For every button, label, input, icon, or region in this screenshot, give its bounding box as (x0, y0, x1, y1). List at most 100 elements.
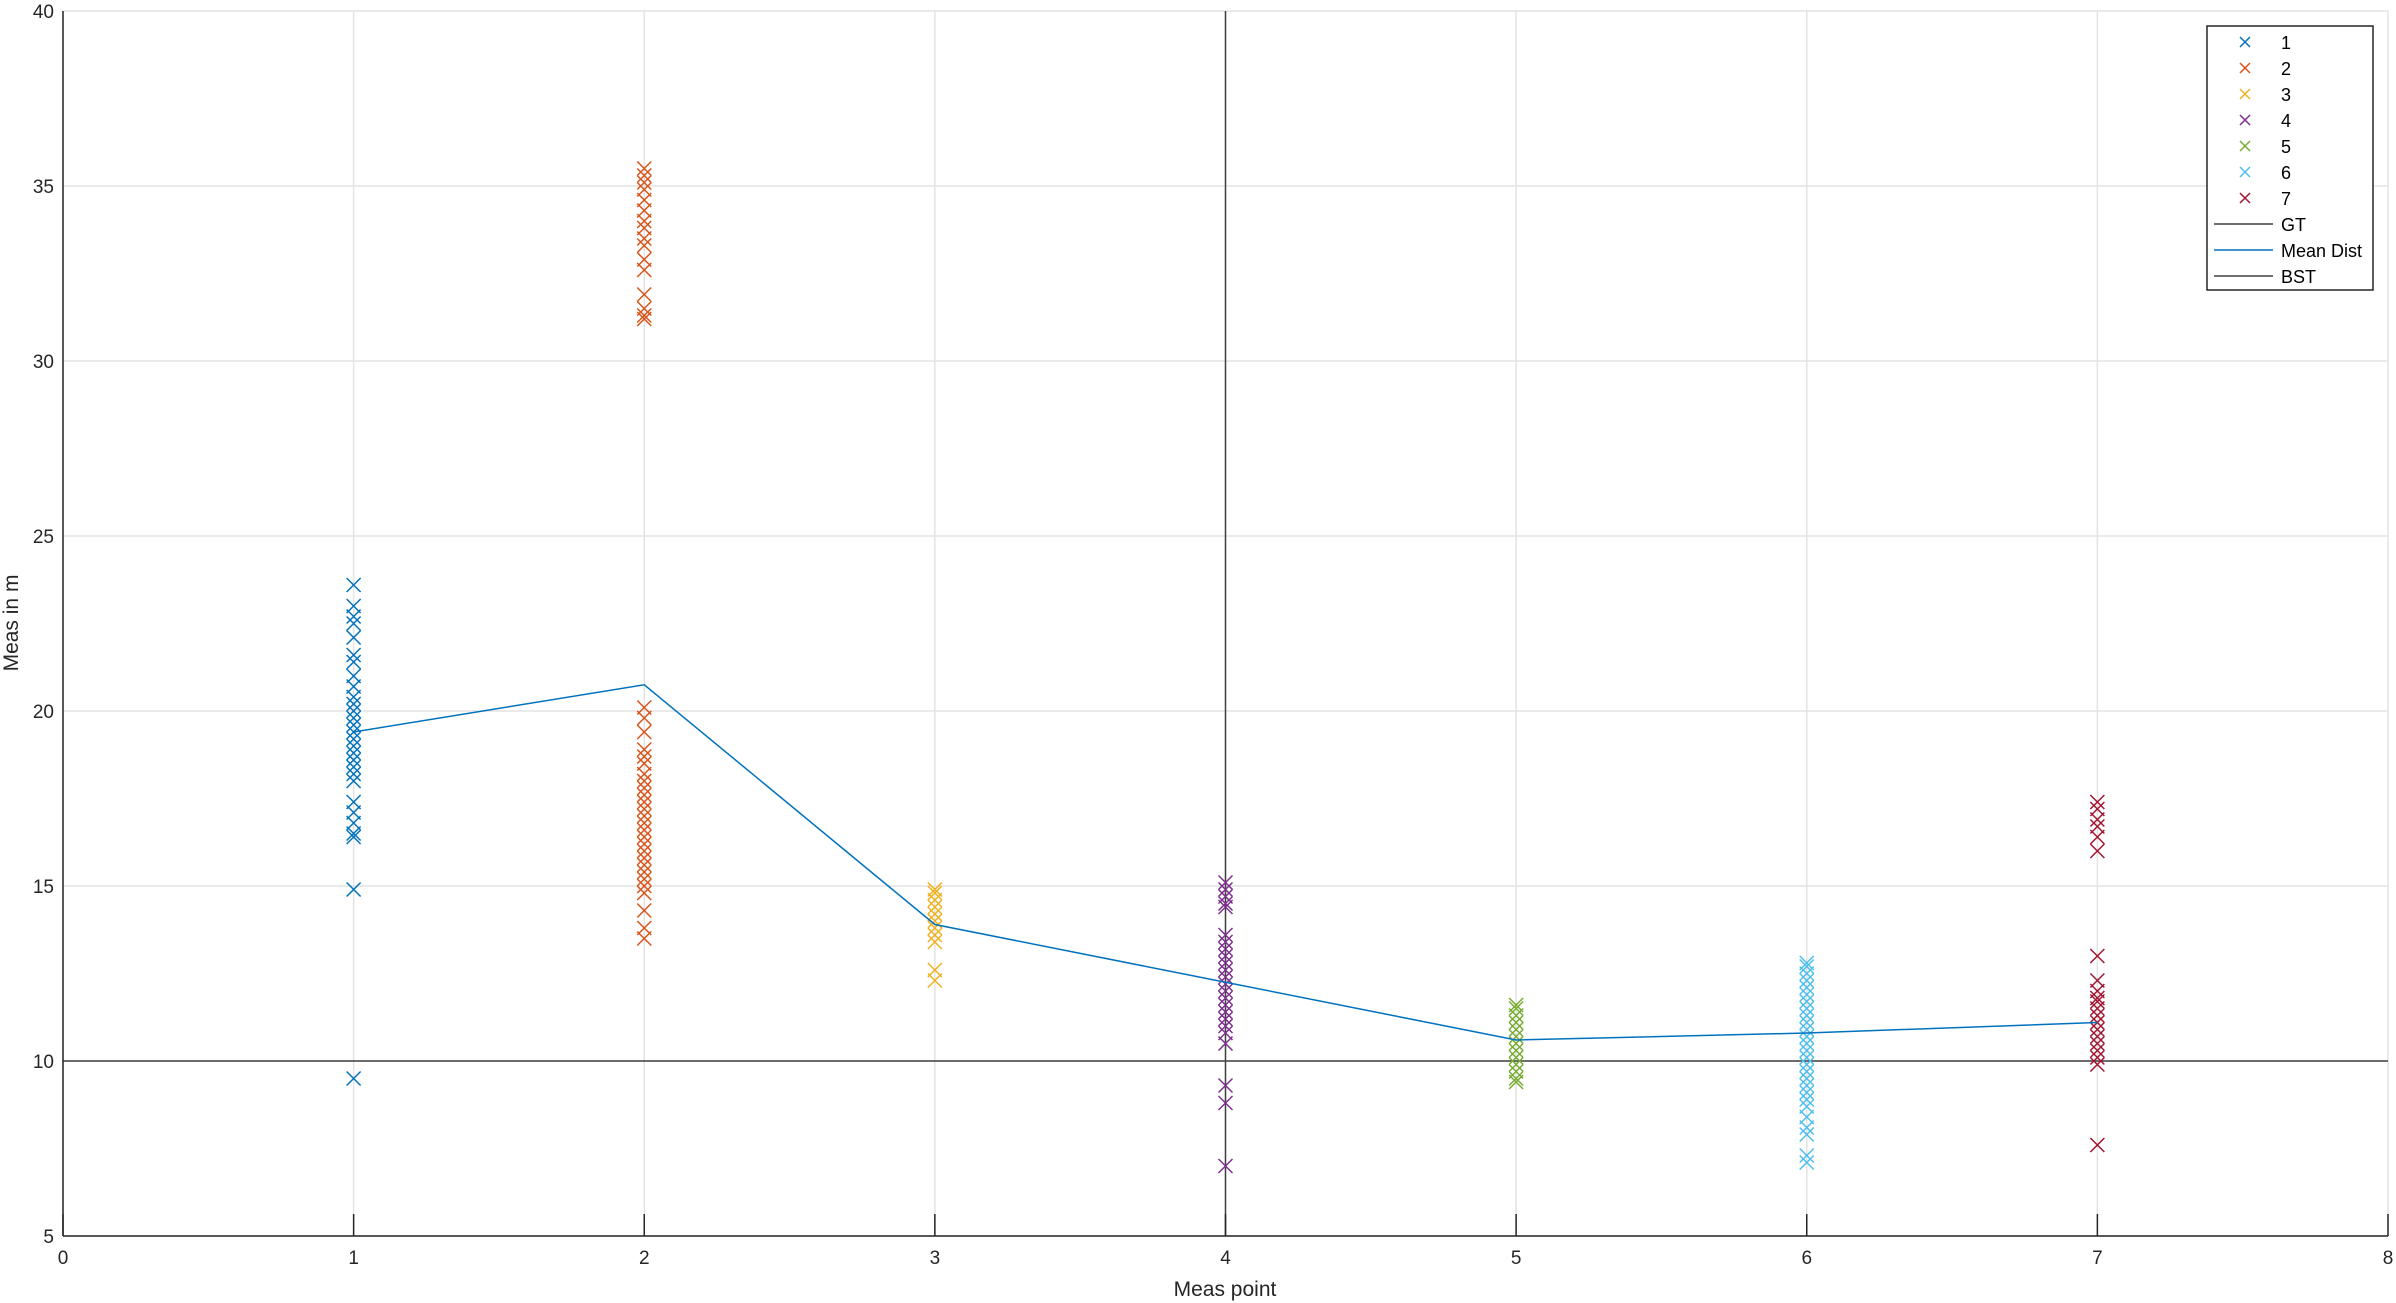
x-tick-label: 7 (2092, 1248, 2103, 1269)
point-series-6 (1799, 1091, 1815, 1108)
point-series-7 (2089, 1028, 2105, 1045)
x-tick-label: 2 (639, 1248, 650, 1269)
point-series-1 (346, 629, 362, 646)
legend-marker-6 (2239, 166, 2251, 178)
point-series-2 (636, 251, 652, 268)
legend-marker-2 (2239, 62, 2251, 74)
legend-marker-1 (2239, 36, 2251, 48)
point-series-4 (1217, 976, 1234, 992)
point-series-7 (2089, 1137, 2105, 1153)
point-series-2 (636, 202, 652, 219)
legend-marker-5 (2239, 140, 2251, 152)
point-series-4 (1217, 1025, 1234, 1041)
point-series-6 (1799, 1042, 1815, 1059)
point-series-3 (927, 881, 943, 898)
point-series-2 (636, 780, 652, 796)
point-series-5 (1508, 1007, 1524, 1024)
point-series-7 (2089, 811, 2105, 828)
x-axis-label: Meas point (1174, 1278, 1277, 1301)
point-series-7 (2089, 1021, 2105, 1038)
point-series-7 (2089, 1056, 2105, 1073)
legend-label: BST (2281, 267, 2316, 287)
legend-marker-4 (2239, 114, 2251, 126)
point-series-1 (346, 577, 362, 593)
point-series-1 (346, 759, 362, 775)
point-series-4 (1217, 1035, 1234, 1052)
point-series-6 (1799, 1147, 1815, 1164)
mean-dist-polyline (353, 683, 2098, 1041)
point-series-6 (1799, 1007, 1815, 1024)
point-series-3 (927, 892, 943, 908)
point-series-3 (927, 899, 943, 915)
point-series-6 (1799, 1028, 1815, 1045)
point-series-2 (636, 857, 652, 873)
point-series-4 (1217, 895, 1234, 912)
point-series-4 (1217, 955, 1234, 971)
point-series-1 (346, 745, 362, 761)
point-series-1 (346, 829, 362, 845)
point-series-6 (1799, 1119, 1815, 1136)
point-series-5 (1508, 1049, 1524, 1066)
point-series-4 (1217, 899, 1234, 915)
x-tick-label: 1 (348, 1248, 359, 1269)
y-tick-label: 35 (33, 177, 54, 198)
point-series-7 (2089, 829, 2105, 845)
point-series-1 (346, 794, 362, 810)
point-series-5 (1508, 1000, 1524, 1017)
legend-label: 4 (2281, 111, 2291, 131)
point-series-6 (1799, 1126, 1815, 1143)
point-series-7 (2089, 801, 2105, 817)
point-series-4 (1217, 934, 1234, 950)
point-series-1 (346, 668, 362, 684)
point-series-7 (2089, 1014, 2105, 1031)
point-series-2 (636, 808, 652, 824)
point-series-4 (1217, 1095, 1234, 1111)
legend-label: GT (2281, 215, 2306, 235)
point-series-2 (636, 174, 652, 191)
point-series-3 (927, 972, 943, 989)
point-series-6 (1799, 1084, 1815, 1101)
y-tick-label: 15 (33, 877, 54, 898)
point-series-6 (1799, 1109, 1815, 1125)
y-tick-label: 40 (33, 2, 54, 23)
point-series-4 (1217, 881, 1234, 898)
point-series-2 (636, 181, 652, 198)
point-series-6 (1799, 979, 1815, 996)
legend-label: 5 (2281, 137, 2291, 157)
point-series-7 (2089, 1035, 2105, 1052)
point-series-4 (1217, 1077, 1234, 1094)
point-series-2 (636, 871, 652, 887)
point-series-4 (1217, 962, 1234, 978)
point-series-2 (636, 885, 652, 901)
point-series-1 (346, 766, 362, 782)
point-series-3 (927, 885, 943, 901)
point-series-6 (1799, 1154, 1815, 1171)
point-series-6 (1799, 955, 1815, 971)
point-series-2 (636, 930, 652, 947)
y-tick-label: 25 (33, 527, 54, 548)
point-series-1 (346, 689, 362, 705)
point-series-2 (636, 864, 652, 880)
point-series-2 (636, 766, 652, 782)
point-series-2 (636, 710, 652, 726)
x-tick-label: 5 (1511, 1248, 1522, 1269)
point-series-6 (1799, 1098, 1815, 1115)
point-series-3 (927, 934, 943, 950)
point-series-4 (1217, 997, 1234, 1013)
point-series-1 (346, 598, 362, 614)
y-tick-label: 5 (43, 1227, 54, 1248)
point-series-6 (1799, 1049, 1815, 1066)
point-series-7 (2089, 1049, 2105, 1066)
legend-label: 1 (2281, 33, 2291, 53)
point-series-1 (346, 773, 362, 789)
point-series-5 (1508, 1074, 1524, 1090)
point-series-1 (346, 752, 362, 768)
point-series-4 (1217, 888, 1234, 905)
y-tick-label: 30 (33, 352, 54, 373)
point-series-7 (2089, 1007, 2105, 1024)
legend: 1 2 3 4 5 6 7 GT Mean Dist BST (2206, 25, 2374, 291)
point-series-1 (346, 678, 362, 695)
legend-marker-7 (2239, 192, 2251, 204)
y-tick-label: 20 (33, 702, 54, 723)
